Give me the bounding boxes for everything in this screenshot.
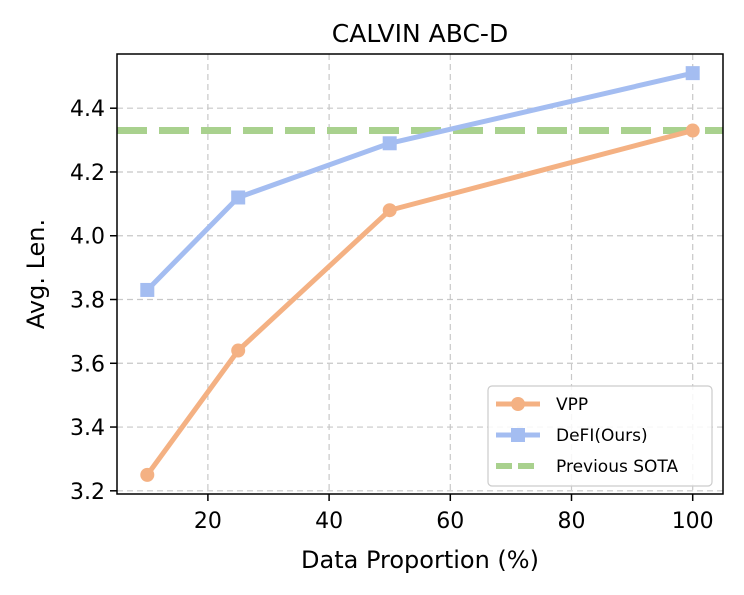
series-group: [140, 66, 700, 482]
y-axis-label: Avg. Len.: [22, 219, 50, 329]
y-tick-label: 3.4: [70, 416, 105, 441]
x-tick-label: 80: [558, 509, 586, 534]
legend-marker: [511, 397, 525, 411]
data-point: [382, 203, 397, 218]
data-point: [382, 136, 397, 151]
data-point: [685, 123, 700, 138]
series-line: [144, 128, 696, 478]
data-point: [140, 467, 155, 482]
legend-label: Previous SOTA: [556, 457, 678, 477]
chart-title: CALVIN ABC-D: [332, 19, 508, 48]
legend-entry: VPP: [496, 395, 588, 415]
series-1: [140, 66, 700, 297]
legend-marker: [511, 428, 525, 442]
x-axis-label: Data Proportion (%): [301, 546, 539, 574]
x-tick-label: 100: [672, 509, 714, 534]
legend-box: [487, 385, 713, 487]
legend-label: DeFI(Ours): [556, 426, 648, 446]
y-tick-label: 4.0: [70, 225, 105, 250]
series-line: [144, 70, 696, 293]
x-tick-label: 40: [315, 509, 343, 534]
data-point: [685, 66, 700, 81]
y-tick-label: 3.6: [70, 352, 105, 377]
legend-label: VPP: [556, 395, 588, 415]
data-point: [140, 282, 155, 297]
x-tick-label: 60: [436, 509, 464, 534]
data-point: [231, 343, 246, 358]
x-tick-label: 20: [194, 509, 222, 534]
y-axis-ticks: 3.2 3.4 3.6 3.8 4.0 4.2 4.4: [70, 97, 117, 505]
x-axis-ticks: 20 40 60 80 100: [194, 494, 714, 534]
series-0: [140, 123, 700, 482]
plot-frame: [116, 53, 724, 495]
y-tick-label: 4.4: [70, 97, 105, 122]
legend-entry: DeFI(Ours): [496, 426, 648, 446]
y-tick-label: 3.8: [70, 289, 105, 314]
legend: VPP DeFI(Ours) Previous SOTA: [487, 385, 713, 487]
legend-entry: Previous SOTA: [496, 457, 678, 477]
y-tick-label: 4.2: [70, 161, 105, 186]
data-point: [231, 190, 246, 205]
y-tick-label: 3.2: [70, 480, 105, 505]
